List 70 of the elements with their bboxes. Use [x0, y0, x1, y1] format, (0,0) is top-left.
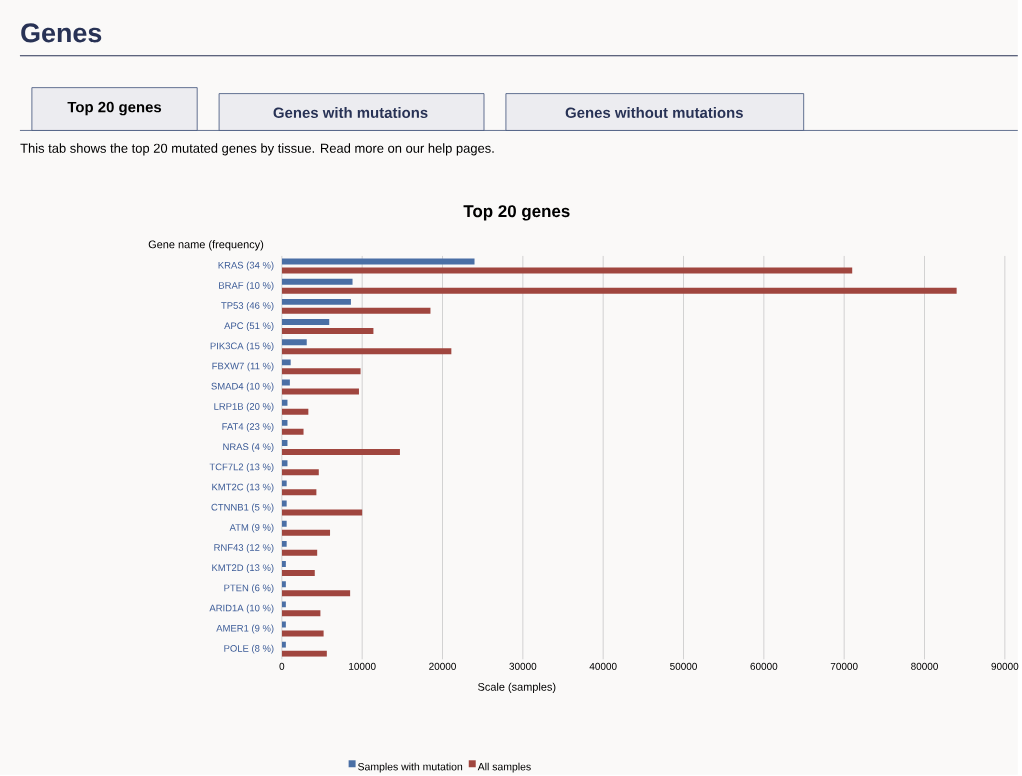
bar	[281, 299, 351, 305]
text: Genes with mutations	[273, 107, 428, 119]
x-tick-label: 60000	[750, 662, 778, 670]
bar	[281, 359, 291, 366]
x-tick-label: 30000	[509, 662, 537, 670]
bar	[281, 307, 431, 314]
y-tick-label: FAT4 (23 %)	[222, 423, 274, 432]
y-tick-label: RNF43 (12 %)	[214, 544, 274, 553]
chart-title: Top 20 genes	[463, 205, 570, 221]
bar	[281, 520, 287, 527]
y-tick-label: LRP1B (20 %)	[214, 402, 274, 412]
bar	[281, 469, 319, 476]
x-tick-label: 90000	[991, 662, 1019, 670]
y-axis-title: Gene name (frequency)	[148, 240, 264, 251]
y-tick-label: KMT2D (13 %)	[212, 564, 274, 574]
y-tick-label: APC (51 %)	[224, 322, 274, 332]
y-tick-label: TCF7L2 (13 %)	[209, 463, 274, 473]
bar	[281, 489, 317, 496]
bar	[281, 480, 287, 487]
bar	[281, 278, 353, 285]
y-tick-label: ATM (9 %)	[229, 523, 274, 533]
x-axis-title: Scale (samples)	[478, 682, 556, 694]
y-tick-label: PIK3CA (15 %)	[210, 342, 274, 352]
bar	[281, 428, 304, 435]
bar	[281, 581, 286, 588]
bar	[281, 348, 452, 355]
bar	[281, 570, 315, 577]
y-tick-label: KMT2C (13 %)	[212, 483, 274, 493]
bar	[281, 258, 475, 265]
x-tick-label: 0	[279, 662, 285, 670]
bar	[281, 319, 330, 326]
x-tick-label: 10000	[349, 662, 376, 670]
x-tick-label: 50000	[670, 662, 697, 670]
bar	[281, 500, 287, 507]
bar	[281, 339, 307, 346]
y-tick-label: AMER1 (9 %)	[216, 624, 274, 634]
text: This tab shows the top 20 mutated genes by tissue. Read more on our help pages.	[20, 143, 494, 156]
y-tick-label: POLE (8 %)	[224, 644, 274, 654]
y-tick-label: NRAS (4 %)	[223, 443, 274, 453]
bar	[281, 408, 309, 415]
y-tick-label: KRAS (34 %)	[218, 261, 274, 271]
legend-label: All samples	[477, 762, 531, 773]
y-tick-label: BRAF (10 %)	[219, 281, 274, 291]
x-tick-label: 40000	[589, 662, 617, 670]
bar	[281, 561, 286, 568]
bar	[281, 621, 286, 628]
y-tick-label: CTNNB1 (5 %)	[211, 503, 274, 513]
bar	[281, 379, 290, 386]
bar	[281, 287, 957, 294]
y-tick-label: TP53 (46 %)	[221, 302, 274, 311]
bar	[281, 449, 400, 456]
bar	[281, 610, 321, 617]
text: Genes without mutations	[565, 107, 743, 119]
text: Genes	[21, 23, 102, 43]
y-tick-label: PTEN (6 %)	[224, 584, 274, 594]
x-tick-label: 20000	[429, 662, 456, 670]
bar	[281, 529, 331, 536]
x-tick-label: 80000	[911, 662, 938, 670]
bar	[281, 601, 286, 608]
bar	[281, 549, 318, 556]
legend-label: Samples with mutation	[358, 762, 463, 773]
bar	[281, 368, 361, 375]
bar	[281, 541, 287, 547]
bar	[281, 590, 351, 597]
bar	[281, 328, 374, 335]
text: Top 20 genes	[67, 101, 162, 116]
y-tick-label: SMAD4 (10 %)	[211, 382, 274, 392]
y-tick-label: ARID1A (10 %)	[209, 604, 274, 614]
x-tick-label: 70000	[830, 662, 858, 670]
y-tick-label: FBXW7 (11 %)	[212, 362, 274, 372]
